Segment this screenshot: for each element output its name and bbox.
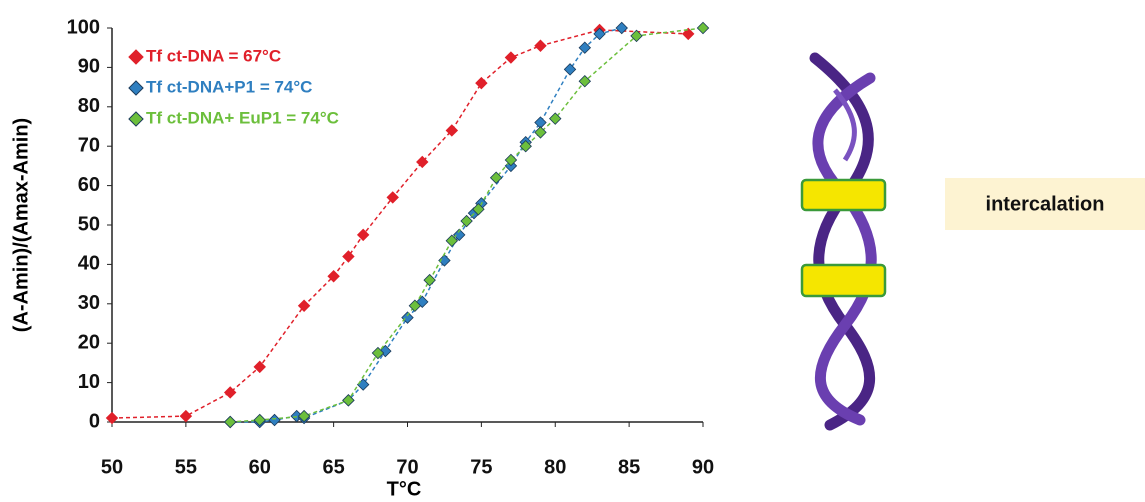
data-point	[549, 112, 562, 125]
data-point	[297, 299, 311, 312]
data-point	[223, 415, 237, 429]
data-point	[578, 74, 592, 88]
x-tick-label: 65	[323, 456, 345, 478]
data-point	[105, 411, 119, 425]
data-point	[223, 386, 237, 399]
x-tick-label: 90	[692, 456, 714, 478]
data-point	[445, 234, 459, 247]
data-point	[682, 27, 695, 41]
data-point	[504, 153, 518, 167]
label-box	[945, 178, 1145, 230]
legend-marker	[128, 80, 144, 96]
series-line	[111, 29, 689, 419]
data-point	[438, 254, 451, 267]
y-tick-label: 50	[78, 213, 100, 235]
data-point	[519, 139, 532, 153]
diagram-label: intercalation	[986, 193, 1105, 215]
y-tick-label: 30	[78, 292, 100, 314]
data-point	[563, 63, 577, 76]
data-point	[253, 360, 266, 374]
data-point	[297, 409, 311, 423]
data-point	[423, 273, 436, 287]
y-tick-label: 70	[78, 134, 100, 156]
intercalator	[800, 178, 887, 212]
data-point	[401, 311, 414, 324]
data-point	[475, 76, 488, 90]
data-point	[460, 214, 473, 228]
data-point	[268, 413, 281, 427]
y-tick-label: 100	[67, 16, 100, 38]
legend-label: Tf ct-DNA = 67°C	[146, 46, 281, 65]
data-point	[342, 394, 355, 407]
data-point	[416, 155, 429, 169]
data-point	[534, 116, 547, 129]
dna-helix	[809, 52, 877, 431]
x-tick-label: 60	[249, 456, 271, 478]
data-point	[534, 126, 547, 139]
data-point	[386, 191, 399, 204]
y-tick-label: 80	[78, 95, 100, 117]
x-tick-label: 85	[618, 456, 640, 478]
data-point	[179, 409, 193, 423]
data-point	[356, 228, 370, 242]
y-tick-label: 0	[89, 410, 100, 432]
x-axis-label: T°C	[387, 478, 422, 500]
data-point	[253, 413, 266, 427]
x-tick-label: 80	[544, 456, 566, 478]
data-point	[356, 378, 370, 391]
data-point	[696, 21, 710, 35]
data-point	[593, 27, 606, 41]
y-tick-label: 20	[78, 331, 100, 353]
intercalator	[800, 263, 887, 298]
data-point	[472, 203, 485, 216]
x-tick-label: 55	[175, 456, 197, 478]
data-point	[327, 269, 340, 283]
legend-label: Tf ct-DNA+ EuP1 = 74°C	[146, 108, 339, 127]
data-point	[578, 41, 592, 54]
data-point	[452, 228, 466, 242]
data-point	[489, 171, 503, 184]
y-axis-label: (A-Amin)/(Amax-Amin)	[10, 118, 32, 332]
legend-label: Tf ct-DNA+P1 = 74°C	[146, 77, 312, 96]
data-point	[630, 29, 643, 43]
y-tick-label: 10	[78, 371, 100, 393]
data-point	[371, 346, 385, 360]
x-tick-label: 70	[396, 456, 418, 478]
x-tick-label: 50	[101, 456, 123, 478]
y-tick-label: 90	[78, 56, 100, 78]
legend-marker	[128, 49, 144, 65]
data-point	[504, 51, 518, 64]
data-point	[615, 21, 628, 35]
legend-marker	[128, 111, 144, 127]
y-tick-label: 40	[78, 253, 100, 275]
data-point	[445, 124, 459, 137]
data-point	[342, 250, 355, 263]
x-tick-label: 75	[470, 456, 492, 478]
data-point	[408, 299, 422, 312]
series-line	[230, 27, 704, 423]
y-tick-label: 60	[78, 174, 100, 196]
data-point	[534, 39, 547, 52]
